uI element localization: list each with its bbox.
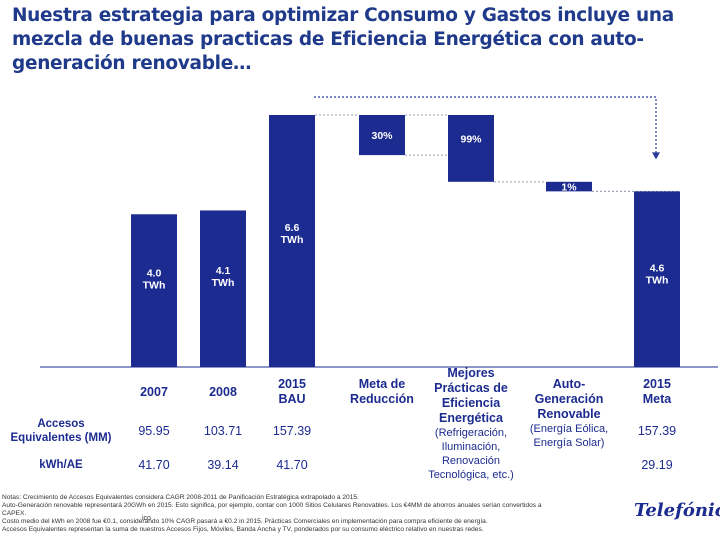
column-header-title: 2015 BAU <box>278 377 306 406</box>
column-header-1: 2008 <box>193 385 253 400</box>
bar-label-5: 1% <box>561 182 577 194</box>
bar-label-2: 6.6 TWh <box>281 222 304 246</box>
table-cell: 95.95 <box>138 424 170 438</box>
bar-0 <box>131 214 177 367</box>
table-cell: 39.14 <box>207 458 239 472</box>
stray-text: ico <box>142 515 151 522</box>
table-cell: 29.19 <box>641 458 673 472</box>
page-title: Nuestra estrategia para optimizar Consum… <box>12 5 674 74</box>
table-cell: 157.39 <box>272 424 312 438</box>
bar-1 <box>200 210 246 367</box>
column-header-title: Meta de Reducción <box>350 377 414 406</box>
telefonica-logo: Telefónica <box>634 500 720 521</box>
column-header-4: Mejores Prácticas de Eficiencia Energéti… <box>421 366 521 482</box>
target-arrow <box>314 96 660 160</box>
footnote-line: CAPEX. <box>2 510 27 517</box>
table-cell: 41.70 <box>138 458 170 472</box>
footnote-line: Accesos Equivalentes representan la suma… <box>2 526 484 533</box>
bar-3 <box>359 115 405 156</box>
footnote-line: Costo medio del kWh en 2008 fue €0.1, co… <box>2 518 488 525</box>
column-header-title: Auto- Generación Renovable <box>534 377 604 421</box>
bar-4 <box>448 115 494 182</box>
bar-label-6: 4.6 TWh <box>646 262 669 286</box>
table-cell: 103.71 <box>203 424 243 438</box>
table-cell: 157.39 <box>637 424 677 438</box>
column-header-subtitle: (Refrigeración, Iluminación, Renovación … <box>428 427 514 481</box>
column-header-subtitle: (Energía Eólica, Energía Solar) <box>529 423 609 449</box>
arrow-path <box>314 96 657 154</box>
column-header-0: 2007 <box>124 385 184 400</box>
column-header-2: 2015 BAU <box>262 377 322 407</box>
bar-label-group: 4.0 TWh 4.1 TWh 6.6 TWh 30% 99% 1% 4.6 TWh <box>143 130 669 291</box>
column-header-6: 2015 Meta <box>627 377 687 407</box>
bar-label-0: 4.0 TWh <box>143 267 166 291</box>
column-header-3: Meta de Reducción <box>342 377 422 407</box>
column-header-title: 2008 <box>209 385 237 399</box>
footnotes: Notas: Crecimiento de Accesos Equivalent… <box>2 494 602 534</box>
row-label-1: kWh/AE <box>39 459 83 471</box>
row-label-0: Accesos Equivalentes (MM) <box>10 418 112 444</box>
table-cell: 41.70 <box>276 458 308 472</box>
bar-2 <box>269 115 315 367</box>
bar-group <box>131 115 680 367</box>
bar-label-4: 99% <box>460 133 482 145</box>
column-header-title: 2015 Meta <box>642 377 672 406</box>
column-header-5: Auto- Generación Renovable (Energía Eólic… <box>519 377 619 450</box>
column-header-title: Mejores Prácticas de Eficiencia Energéti… <box>434 366 508 425</box>
footnote-line: Notas: Crecimiento de Accesos Equivalent… <box>2 494 359 501</box>
bar-label-1: 4.1 TWh <box>212 265 235 289</box>
bar-label-3: 30% <box>371 130 393 142</box>
arrow-head <box>652 152 660 160</box>
footnote-line: Auto-Generación renovable representará 2… <box>2 502 542 509</box>
bar-5 <box>546 181 592 192</box>
column-header-title: 2007 <box>140 385 168 399</box>
bar-6 <box>634 191 680 367</box>
